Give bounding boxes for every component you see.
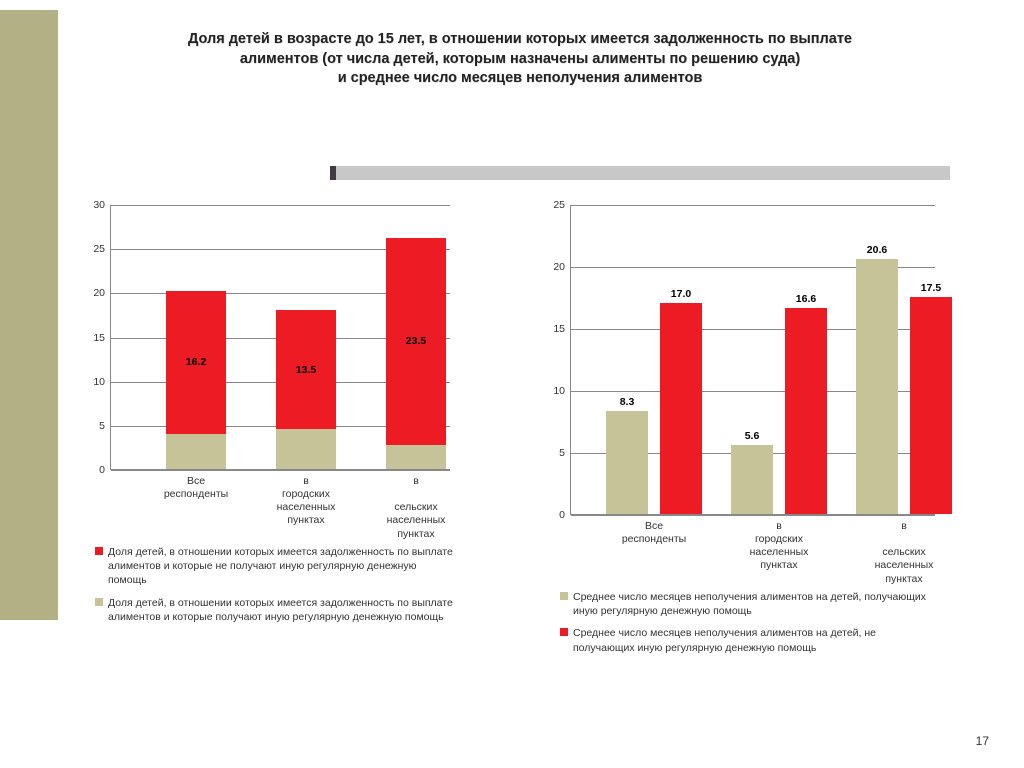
sidebar-accent [0, 10, 58, 620]
page-number: 17 [976, 734, 989, 748]
slide-title: Доля детей в возрасте до 15 лет, в отнош… [75, 30, 965, 89]
legend-left: Доля детей, в отношении которых имеется … [95, 545, 455, 632]
legend-right: Среднее число месяцев неполучения алимен… [560, 590, 940, 663]
topbar-accent [330, 166, 950, 180]
title-line-3: и среднее число месяцев неполучения алим… [338, 70, 703, 86]
title-line-2: алиментов (от числа детей, которым назна… [240, 51, 800, 67]
title-line-1: Доля детей в возрасте до 15 лет, в отнош… [188, 31, 852, 47]
